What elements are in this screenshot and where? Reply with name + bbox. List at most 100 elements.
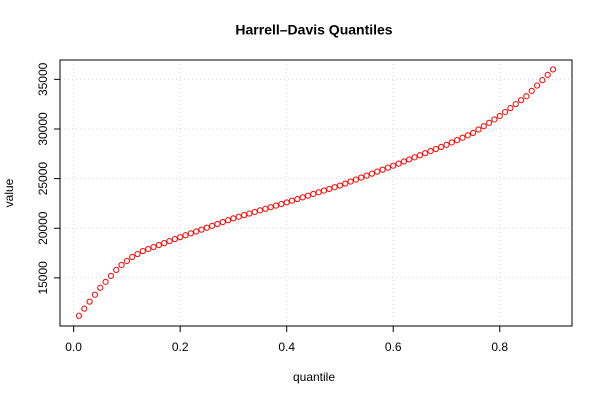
point (448, 139, 455, 146)
point (81, 305, 88, 312)
point (283, 199, 290, 206)
x-tick-label: 0.2 (172, 340, 189, 354)
point (315, 189, 322, 196)
point (363, 172, 370, 179)
point (129, 253, 136, 261)
point (97, 284, 104, 291)
point (507, 105, 514, 112)
point (454, 136, 461, 144)
point (278, 200, 285, 208)
point (267, 204, 274, 211)
point (102, 278, 109, 285)
point (246, 210, 253, 217)
point (134, 250, 141, 258)
point (501, 109, 509, 116)
point (262, 205, 269, 212)
point (390, 162, 397, 169)
point (544, 71, 551, 78)
x-tick-label: 0.0 (65, 340, 82, 354)
point (470, 129, 477, 137)
point (177, 234, 184, 241)
plot-frame (59, 59, 573, 327)
point (512, 101, 519, 108)
point (438, 143, 445, 151)
y-axis-title: value (2, 178, 16, 207)
point (459, 134, 466, 141)
point (198, 226, 205, 233)
point (411, 154, 418, 161)
point (475, 126, 482, 133)
point (256, 207, 264, 214)
point (517, 97, 525, 104)
point (326, 185, 333, 193)
point (113, 266, 120, 274)
point (336, 182, 344, 189)
point (464, 132, 471, 139)
point (235, 213, 242, 220)
point (320, 187, 328, 194)
point (310, 190, 317, 198)
point (368, 170, 376, 177)
x-axis-title: quantile (293, 370, 335, 384)
point (294, 195, 301, 203)
point (75, 312, 83, 319)
point (230, 215, 237, 222)
point (342, 180, 349, 187)
x-tick-label: 0.8 (491, 340, 508, 354)
point (331, 184, 338, 191)
point (91, 291, 99, 298)
point (352, 176, 360, 183)
point (219, 218, 226, 226)
point (379, 166, 386, 173)
x-tick-label: 0.6 (385, 340, 402, 354)
point (443, 141, 450, 148)
point (427, 148, 434, 155)
y-tick-label: 35000 (36, 62, 50, 96)
point (539, 77, 546, 84)
point (432, 145, 439, 153)
point (416, 152, 423, 159)
point (166, 238, 173, 245)
point (214, 220, 221, 228)
point (225, 217, 232, 224)
point (288, 197, 296, 204)
point (358, 174, 365, 181)
point (374, 168, 381, 175)
point (533, 82, 541, 89)
point (304, 192, 312, 199)
point (161, 240, 168, 247)
point (480, 123, 487, 130)
point (491, 116, 498, 123)
point (496, 112, 503, 120)
y-tick-label: 30000 (36, 112, 50, 146)
point (171, 236, 178, 243)
point (395, 160, 402, 167)
point (384, 164, 392, 171)
y-tick-label: 25000 (36, 162, 50, 196)
point (193, 228, 200, 235)
point (523, 93, 530, 100)
point (123, 257, 131, 265)
point (299, 194, 306, 201)
point (182, 232, 189, 239)
point (240, 212, 248, 219)
point (145, 245, 152, 253)
point (118, 261, 125, 269)
point (107, 272, 115, 279)
point (347, 178, 354, 185)
point (139, 247, 146, 255)
point (251, 208, 258, 216)
y-tick-label: 15000 (36, 261, 50, 295)
y-tick-label: 20000 (36, 211, 50, 245)
point (549, 66, 557, 73)
point (209, 222, 216, 229)
point (528, 87, 535, 94)
point (86, 298, 93, 305)
point (155, 242, 162, 249)
point (272, 202, 280, 209)
point (150, 243, 157, 251)
x-tick-label: 0.4 (278, 340, 295, 354)
point (486, 119, 493, 126)
point (203, 224, 210, 231)
